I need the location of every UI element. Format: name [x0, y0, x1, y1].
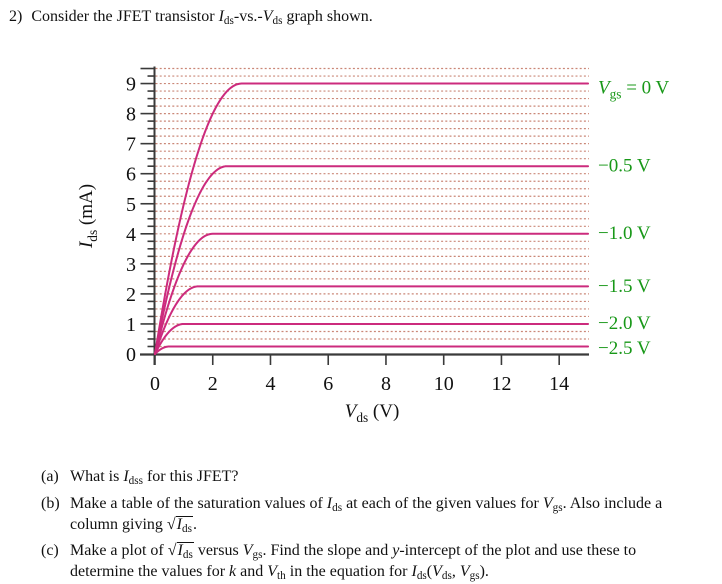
curve-vgs--0.5 [154, 165, 589, 355]
radicand: Ids [176, 542, 194, 561]
question-c: (c) Make a plot of √Ids versus Vgs. Find… [41, 541, 703, 583]
radical-sign: √ [167, 542, 177, 559]
sqrt-radical: √Ids [167, 542, 194, 561]
y-tick-label: 6 [126, 164, 136, 186]
question-a-line-1: What is Idss for this JFET? [70, 468, 239, 487]
y-tick-label: 5 [126, 194, 136, 216]
y-tick-label: 4 [126, 224, 136, 246]
x-tick-label: 10 [434, 373, 454, 395]
radicand: Ids [175, 516, 193, 535]
curve-label-vgs-0: Vgs = 0 V [598, 78, 670, 102]
y-axis-label: Ids (mA) [76, 184, 100, 249]
y-tick-label: 3 [126, 254, 136, 276]
question-c-body: Make a plot of √Ids versus Vgs. Find the… [70, 541, 703, 583]
x-tick-label: 14 [549, 373, 569, 395]
problem-title-text: Consider the JFET transistor Ids-vs.-Vds… [31, 8, 373, 27]
problem-title: 2) Consider the JFET transistor Ids-vs.-V… [9, 7, 373, 28]
question-b: (b) Make a table of the saturation value… [41, 494, 703, 535]
x-tick-label: 2 [208, 373, 218, 395]
curve-label-vgs--2.5: −2.5 V [598, 338, 651, 359]
x-tick-label: 8 [381, 373, 391, 395]
curve-vgs--2.5 [154, 345, 589, 355]
y-tick-label: 7 [126, 134, 136, 156]
x-tick-label: 6 [323, 373, 333, 395]
question-b-body: Make a table of the saturation values of… [70, 494, 703, 535]
curve-label-vgs--0.5: −0.5 V [598, 156, 651, 177]
x-axis-label: Vds (V) [345, 401, 400, 425]
question-b-line-2: column giving √Ids. [70, 516, 197, 535]
question-c-line-2: determine the values for k and Vth in th… [70, 563, 489, 582]
curve-vgs--2 [154, 322, 589, 355]
y-tick-label: 9 [126, 74, 136, 96]
curve-vgs-0 [154, 82, 589, 355]
question-c-label: (c) [41, 542, 59, 559]
x-tick-label: 12 [491, 373, 511, 395]
question-c-line-1: Make a plot of √Ids versus Vgs. Find the… [70, 542, 637, 561]
curve-vgs--1.5 [154, 285, 589, 355]
y-tick-label: 0 [126, 344, 136, 366]
x-tick-label: 0 [150, 373, 160, 395]
question-a: (a) What is Idss for this JFET? [41, 467, 703, 488]
questions-list: (a) What is Idss for this JFET? (b) Make… [41, 467, 703, 583]
curve-label-vgs--1.5: −1.5 V [598, 276, 651, 297]
question-b-label: (b) [41, 495, 60, 512]
question-a-label: (a) [41, 468, 59, 485]
x-tick-label: 4 [265, 373, 275, 395]
question-b-line-1: Make a table of the saturation values of… [70, 495, 663, 514]
curve-label-vgs--1: −1.0 V [598, 223, 651, 244]
curve-vgs--1 [154, 232, 589, 355]
question-a-body: What is Idss for this JFET? [70, 467, 703, 488]
radical-sign: √ [166, 516, 176, 533]
y-tick-label: 8 [126, 104, 136, 126]
problem-number: 2) [9, 8, 23, 25]
sqrt-radical: √Ids [166, 516, 193, 535]
y-tick-label: 1 [126, 314, 136, 336]
y-tick-label: 2 [126, 284, 136, 306]
curve-label-vgs--2: −2.0 V [598, 313, 651, 334]
